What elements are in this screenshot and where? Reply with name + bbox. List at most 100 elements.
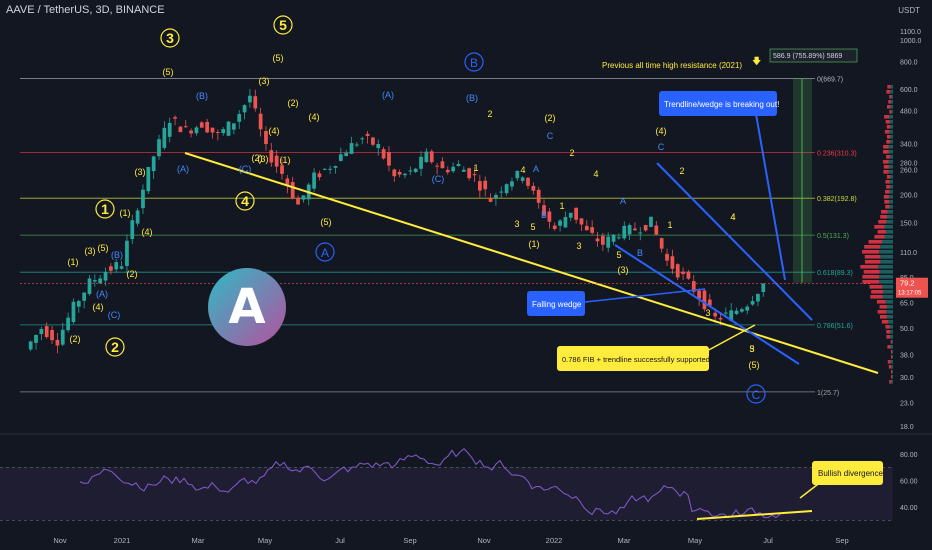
wave-circle (95, 199, 115, 219)
candle-body (461, 169, 466, 172)
volume-profile-bar-buy (886, 305, 893, 309)
volume-profile-bar-sell (874, 225, 885, 229)
candle-body (71, 301, 76, 323)
wave-label: 3 (514, 219, 519, 229)
volume-profile-bar-buy (887, 315, 893, 319)
candle-body (552, 225, 557, 229)
volume-profile-bar-buy (880, 260, 893, 264)
candle-body (141, 189, 145, 209)
rsi-band (0, 467, 893, 521)
divergence-line (696, 510, 813, 520)
volume-profile-bar-sell (889, 95, 892, 99)
volume-profile-bar-buy (890, 345, 893, 349)
candle-body (563, 217, 568, 228)
candle-body (723, 312, 728, 314)
fib-level-label: 1(25.7) (817, 390, 839, 397)
volume-profile-bar-sell (887, 345, 891, 349)
volume-profile-bar-buy (889, 325, 893, 329)
candle-body (50, 330, 54, 341)
candle-body (221, 129, 226, 134)
candle-body (579, 218, 584, 225)
candle-body (574, 207, 578, 220)
wedge-lower-line (614, 244, 800, 365)
y-tick-label: 280.0 (900, 160, 918, 167)
candle-body (617, 237, 621, 239)
wave-label: (A) (382, 90, 394, 100)
volume-profile-bar-buy (889, 180, 893, 184)
candle-body (66, 317, 70, 331)
candle-body (670, 256, 675, 269)
wave-circle (160, 28, 180, 48)
fib-level-label: 0.236(310.3) (817, 150, 857, 157)
volume-profile-bar-buy (890, 335, 893, 339)
wave-label-major-blue: B (470, 56, 478, 70)
volume-profile-bar-sell (886, 135, 891, 139)
wave-label: (B) (466, 93, 478, 103)
candle-body (477, 181, 482, 191)
wave-label: (4) (142, 227, 153, 237)
candle-body (178, 126, 183, 133)
candle-body (590, 227, 595, 233)
candle-body (702, 290, 707, 310)
volume-profile-bar-buy (889, 185, 893, 189)
volume-profile-bar-sell (891, 375, 893, 379)
volume-profile-bar-buy (879, 250, 893, 254)
volume-profile-bar-buy (879, 275, 893, 279)
volume-profile-bar-buy (884, 235, 893, 239)
wave-label: 5 (749, 344, 754, 354)
candle-body (622, 225, 627, 239)
wave-label: 2 (487, 109, 492, 119)
candle-body (355, 144, 359, 146)
volume-profile-bar-sell (886, 105, 891, 109)
volume-profile-bar-buy (892, 375, 893, 379)
volume-profile-bar-buy (882, 295, 893, 299)
candle-body (745, 306, 750, 311)
candle-body (114, 262, 119, 270)
candle-body (756, 294, 760, 302)
aave-logo-letter: A (228, 279, 265, 335)
candle-body (611, 234, 616, 242)
candle-body (681, 271, 685, 274)
wave-circle (235, 191, 255, 211)
volume-profile-bar-buy (888, 150, 893, 154)
candle-body (210, 127, 215, 133)
candle-body (44, 326, 49, 338)
candle-body (28, 341, 33, 350)
candle-body (483, 180, 488, 190)
breakout-callout-text: Trendline/wedge is breaking out! (664, 100, 779, 109)
volume-profile-bar-sell (870, 295, 883, 299)
candle-body (675, 264, 680, 278)
wave-label: 3 (705, 308, 710, 318)
candle-body (280, 165, 284, 174)
candle-body (199, 122, 204, 128)
candle-body (189, 130, 193, 134)
wave-label: (5) (273, 53, 284, 63)
candle-body (424, 151, 429, 163)
wave-label: (2) (545, 113, 556, 123)
y-tick-label: 200.0 (900, 193, 918, 200)
candle-body (237, 114, 242, 122)
wave-label: (2) (70, 334, 81, 344)
candle-body (429, 151, 434, 163)
candle-body (467, 168, 472, 179)
candle-body (98, 278, 103, 284)
candle-body (55, 339, 60, 346)
volume-profile-bar-sell (876, 300, 886, 304)
candle-body (109, 266, 113, 271)
fib-level-label: 0(669.7) (817, 77, 843, 84)
candle-body (536, 189, 541, 203)
candle-body (301, 195, 306, 200)
volume-profile-bar-sell (889, 110, 892, 114)
candle-body (606, 236, 611, 248)
volume-profile-bar-buy (879, 270, 893, 274)
candle-body (750, 301, 755, 305)
y-tick-label: 30.0 (900, 375, 914, 382)
wave-label: (3) (135, 167, 146, 177)
volume-profile-bar-sell (884, 115, 890, 119)
candle-body (76, 301, 81, 307)
candle-body (344, 152, 349, 157)
wave-label: (3) (258, 154, 269, 164)
wave-label: B (541, 210, 547, 220)
wave-label-major-blue: C (752, 388, 761, 402)
